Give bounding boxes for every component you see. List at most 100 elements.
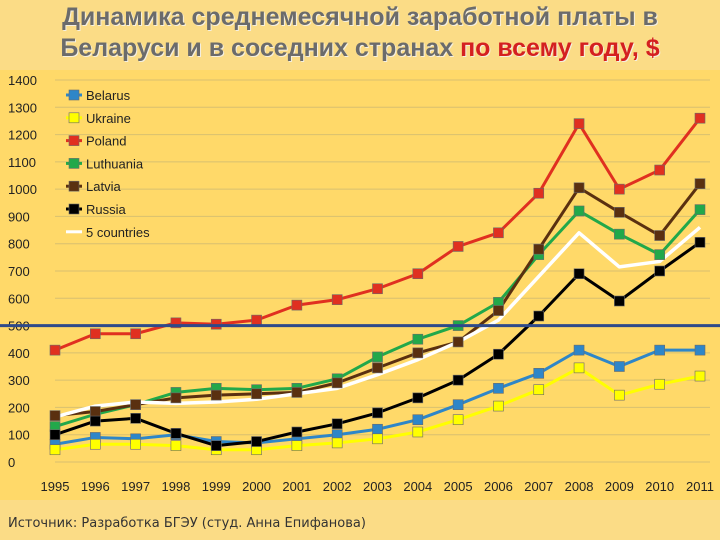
- data-point-russia: [614, 295, 625, 307]
- data-point-russia: [654, 265, 665, 277]
- data-point-latvia: [694, 178, 706, 189]
- x-tick-label: 2003: [363, 479, 392, 494]
- y-tick-label: 1400: [8, 73, 37, 88]
- y-tick-label: 800: [8, 237, 30, 252]
- y-tick-label: 1100: [8, 155, 36, 170]
- data-point-latvia: [90, 406, 101, 417]
- data-point-poland: [452, 241, 464, 252]
- salary-line-chart: 0100200300400500600700800900100011001200…: [0, 73, 720, 494]
- y-tick-label: 400: [8, 346, 30, 361]
- x-tick-label: 1998: [161, 479, 190, 494]
- data-point-russia: [412, 392, 424, 404]
- page-title: Динамика среднемесячной заработной платы…: [0, 2, 720, 64]
- data-point-russia: [573, 268, 585, 280]
- title-line-1: Динамика среднемесячной заработной платы…: [62, 3, 658, 31]
- data-point-belarus: [412, 414, 424, 426]
- data-point-belarus: [573, 344, 585, 356]
- data-point-ukraine: [573, 362, 585, 374]
- legend-swatch-marker: [68, 89, 80, 101]
- x-tick-label: 2002: [323, 479, 352, 494]
- data-point-poland: [291, 299, 303, 311]
- data-point-russia: [694, 237, 706, 248]
- x-tick-label: 2005: [444, 479, 473, 494]
- legend-label: Belarus: [86, 88, 131, 103]
- data-point-ukraine: [533, 384, 545, 395]
- data-point-ukraine: [331, 437, 343, 449]
- data-point-ukraine: [412, 426, 424, 438]
- data-point-latvia: [654, 230, 665, 241]
- series-line-latvia: [54, 182, 702, 418]
- y-tick-label: 0: [8, 455, 15, 470]
- x-tick-label: 2010: [645, 479, 674, 494]
- x-tick-label: 1999: [202, 479, 231, 494]
- data-point-poland: [130, 328, 141, 340]
- y-tick-label: 100: [8, 428, 30, 443]
- data-point-ukraine: [291, 440, 303, 451]
- data-point-poland: [331, 294, 343, 305]
- legend-swatch-marker: [68, 135, 80, 146]
- data-point-latvia: [573, 182, 585, 194]
- legend-label: 5 countries: [86, 225, 150, 240]
- data-point-poland: [90, 328, 101, 340]
- x-tick-label: 1996: [81, 479, 110, 494]
- data-point-russia: [170, 428, 182, 439]
- series-line-5-countries: [54, 226, 702, 419]
- data-point-latvia: [170, 392, 182, 404]
- data-point-russia: [372, 407, 383, 419]
- data-point-latvia: [614, 207, 625, 218]
- data-point-latvia: [130, 399, 141, 411]
- data-point-poland: [573, 118, 585, 129]
- x-tick-label: 2001: [282, 479, 311, 494]
- data-point-russia: [331, 418, 343, 430]
- data-point-ukraine: [372, 433, 383, 445]
- y-tick-label: 300: [8, 373, 30, 388]
- data-point-latvia: [452, 336, 464, 348]
- data-point-latvia: [493, 305, 504, 316]
- y-tick-label: 1300: [8, 100, 37, 115]
- source-note: Источник: Разработка БГЭУ (студ. Анна Еп…: [8, 516, 366, 531]
- x-tick-label: 1997: [121, 479, 150, 494]
- data-point-ukraine: [614, 389, 625, 401]
- data-point-latvia: [372, 362, 383, 374]
- data-point-russia: [49, 429, 61, 441]
- data-point-poland: [251, 314, 262, 326]
- x-tick-label: 1995: [41, 479, 70, 494]
- data-point-ukraine: [130, 438, 141, 450]
- data-point-luthuania: [654, 249, 665, 260]
- data-point-ukraine: [170, 440, 182, 451]
- legend-label: Russia: [86, 202, 127, 217]
- data-point-poland: [493, 227, 504, 239]
- legend-swatch-marker: [68, 112, 80, 124]
- x-tick-label: 2000: [242, 479, 271, 494]
- data-point-russia: [493, 348, 504, 360]
- x-tick-label: 2006: [484, 479, 513, 494]
- data-point-latvia: [49, 410, 61, 421]
- legend-swatch-marker: [68, 158, 80, 169]
- data-point-russia: [452, 374, 464, 386]
- legend-swatch-marker: [68, 203, 80, 215]
- data-point-ukraine: [90, 438, 101, 450]
- data-point-poland: [412, 268, 424, 280]
- title-line-2-highlight: по всему году, $: [460, 34, 660, 62]
- data-point-belarus: [654, 344, 665, 356]
- data-point-belarus: [493, 383, 504, 394]
- legend-label: Latvia: [86, 179, 121, 194]
- data-point-luthuania: [694, 204, 706, 215]
- y-tick-label: 1000: [8, 182, 37, 197]
- data-point-luthuania: [412, 333, 424, 345]
- legend-swatch-marker: [68, 180, 80, 192]
- data-point-poland: [654, 164, 665, 176]
- data-point-ukraine: [452, 414, 464, 426]
- data-point-latvia: [533, 243, 545, 255]
- legend-label: Ukraine: [86, 111, 131, 126]
- data-point-ukraine: [49, 444, 61, 456]
- data-point-poland: [372, 283, 383, 295]
- y-tick-label: 900: [8, 209, 30, 224]
- chart-panel: [0, 70, 720, 500]
- y-tick-label: 700: [8, 264, 30, 279]
- data-point-poland: [170, 317, 182, 329]
- data-point-belarus: [533, 368, 545, 379]
- data-point-luthuania: [372, 351, 383, 363]
- x-tick-label: 2008: [565, 479, 594, 494]
- data-point-belarus: [452, 399, 464, 411]
